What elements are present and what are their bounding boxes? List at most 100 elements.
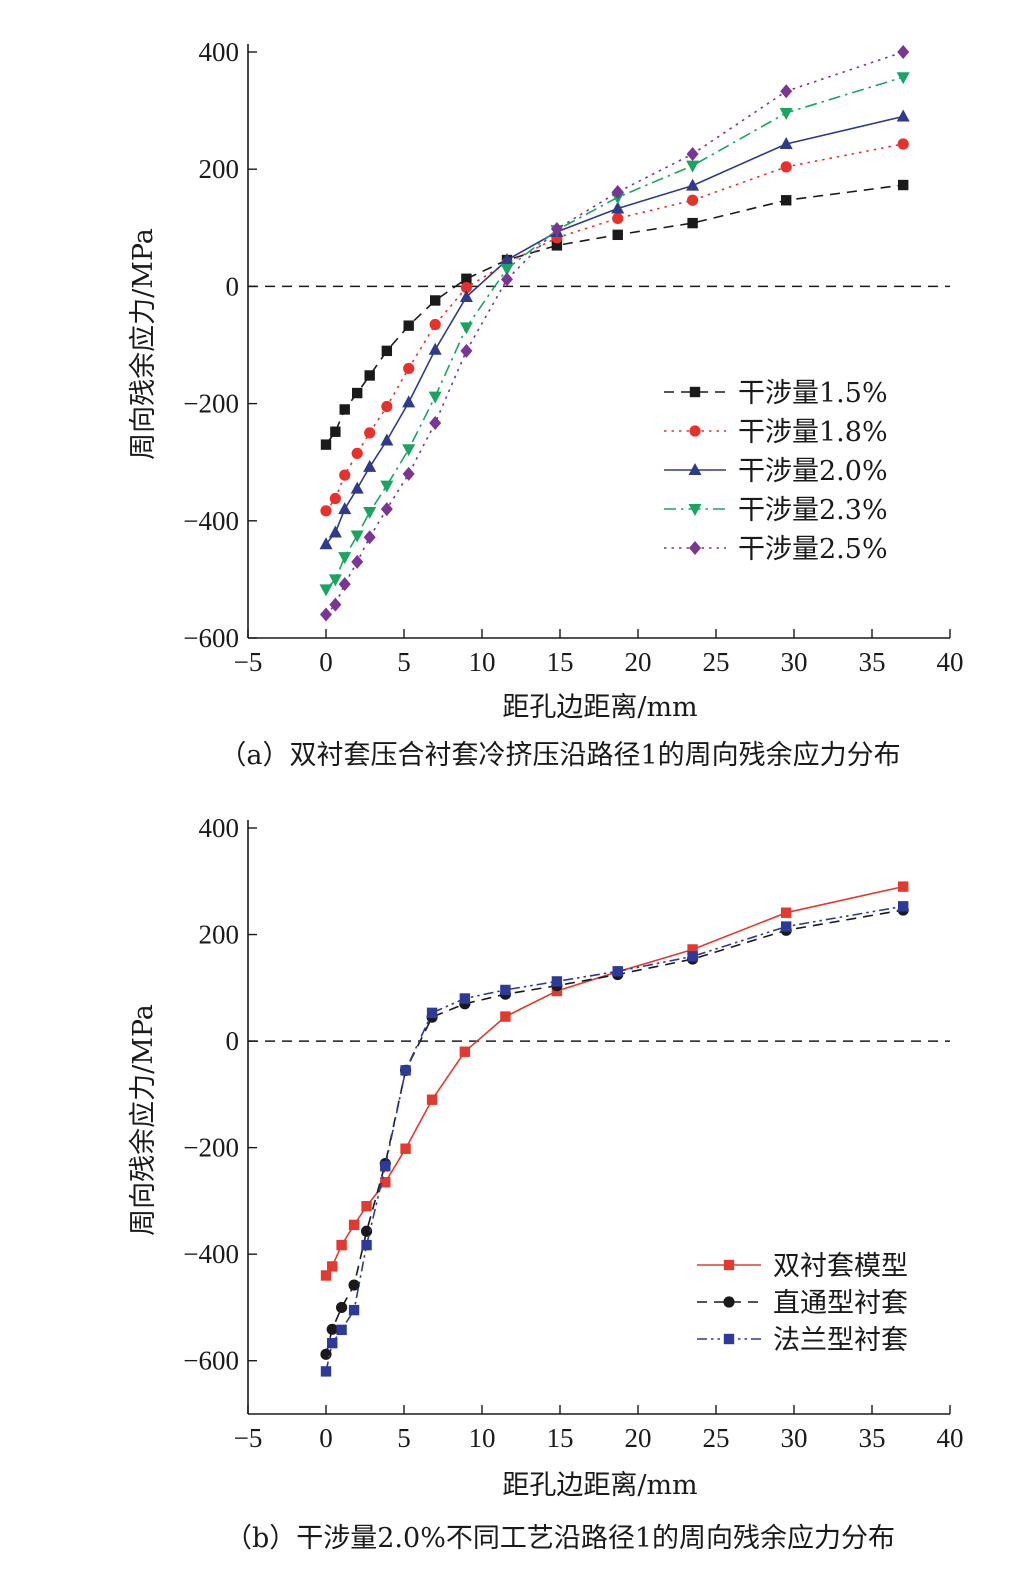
data-point (380, 1177, 391, 1188)
legend-item: 干涉量2.0% (664, 456, 888, 487)
legend-label: 干涉量2.3% (738, 495, 888, 526)
data-point (336, 1301, 348, 1314)
data-point (338, 502, 352, 515)
data-point (352, 387, 363, 399)
x-tick-label: 15 (547, 1423, 574, 1453)
y-tick-label: 0 (226, 1026, 240, 1056)
data-point (500, 984, 511, 996)
legend: 干涉量1.5% 干涉量1.8% 干涉量2.0% 干涉量2.3% 干涉量2.5% (664, 378, 888, 565)
data-point (687, 217, 698, 229)
data-point (328, 574, 342, 587)
data-point (460, 281, 472, 294)
data-point (348, 1219, 360, 1231)
axes-frame: −5 0 5 10 15 20 25 30 35 40 −600 −400 −200 0 200 400 (183, 813, 963, 1453)
data-point (336, 1324, 347, 1336)
data-point (381, 345, 393, 357)
x-tick-label: 25 (703, 1423, 730, 1453)
legend-label: 干涉量1.8% (738, 417, 888, 448)
data-point (429, 415, 442, 430)
series-5 (320, 45, 910, 622)
data-point (319, 584, 333, 597)
y-axis-label: 周向残余应力/MPa (128, 228, 159, 460)
data-point (612, 229, 623, 241)
y-tick-label: −600 (183, 623, 239, 653)
series-3 (320, 901, 909, 1377)
y-tick-label: 0 (226, 271, 240, 301)
data-point (897, 45, 910, 59)
data-point (364, 370, 375, 381)
legend-label: 法兰型衬套 (773, 1325, 908, 1356)
x-tick-label: 40 (937, 647, 964, 677)
caption: （a）双衬套压合衬套冷挤压沿路径1的周向残余应力分布 (219, 740, 900, 771)
series-2 (320, 138, 909, 517)
data-point (329, 492, 341, 505)
data-point (779, 107, 793, 120)
legend-label: 干涉量1.5% (738, 378, 888, 409)
x-tick-label: −5 (234, 647, 263, 677)
data-point (402, 444, 416, 457)
x-tick-label: 30 (781, 647, 808, 677)
legend-swatch-marker (723, 1259, 735, 1271)
data-point (403, 362, 415, 375)
y-tick-label: −600 (183, 1346, 239, 1376)
x-tick-label: 20 (625, 647, 652, 677)
data-point (459, 289, 473, 302)
legend-label: 干涉量2.0% (738, 456, 888, 487)
data-point (363, 507, 377, 520)
data-point (687, 194, 699, 206)
data-point (686, 178, 700, 191)
series-line (325, 885, 904, 1276)
data-point (350, 481, 364, 494)
data-point (430, 295, 441, 306)
plot-area: 干涉量1.5% 干涉量1.8% 干涉量2.0% 干涉量2.3% 干涉量2.5% (248, 45, 950, 622)
data-point (338, 577, 351, 592)
data-point (339, 404, 350, 415)
data-point (348, 1279, 360, 1291)
data-point (326, 1323, 338, 1335)
data-point (364, 427, 376, 439)
y-tick-label: 200 (199, 920, 240, 950)
legend-item: 干涉量2.5% (664, 534, 888, 565)
data-point (686, 160, 700, 173)
data-point (381, 400, 393, 413)
x-tick-label: 20 (625, 1423, 652, 1453)
data-point (898, 881, 909, 892)
data-point (551, 976, 563, 987)
data-point (500, 272, 513, 287)
data-point (402, 395, 416, 408)
data-point (428, 342, 442, 355)
legend-label: 直通型衬套 (773, 1288, 908, 1319)
x-tick-label: 5 (397, 647, 411, 677)
data-point (361, 1239, 372, 1251)
y-tick-label: 400 (199, 37, 240, 67)
data-point (338, 552, 352, 565)
series-line (325, 51, 904, 616)
chart-panel-b: −5 0 5 10 15 20 25 30 35 40 −600 −400 −200 0 200 400 双衬… (128, 813, 964, 1554)
x-tick-label: 40 (937, 1423, 964, 1453)
data-point (896, 72, 910, 85)
data-point (611, 201, 625, 214)
data-point (402, 466, 415, 481)
data-point (328, 525, 342, 538)
data-point (551, 240, 563, 251)
data-point (779, 137, 793, 150)
x-axis-label: 距孔边距离/mm (502, 692, 697, 723)
x-tick-label: 10 (469, 1423, 496, 1453)
legend-item: 干涉量2.3% (664, 495, 888, 526)
data-point (460, 343, 473, 358)
x-tick-label: 25 (703, 647, 730, 677)
y-tick-label: 200 (199, 154, 240, 184)
data-point (612, 212, 624, 225)
x-tick-label: 0 (319, 647, 333, 677)
series-1 (320, 881, 909, 1281)
data-point (400, 1065, 411, 1076)
legend-item: 双衬套模型 (697, 1251, 908, 1282)
data-point (327, 1261, 338, 1272)
data-point (361, 1201, 372, 1212)
series-line (325, 909, 904, 1355)
data-point (380, 502, 393, 517)
data-point (780, 84, 793, 99)
data-point (320, 1270, 332, 1281)
